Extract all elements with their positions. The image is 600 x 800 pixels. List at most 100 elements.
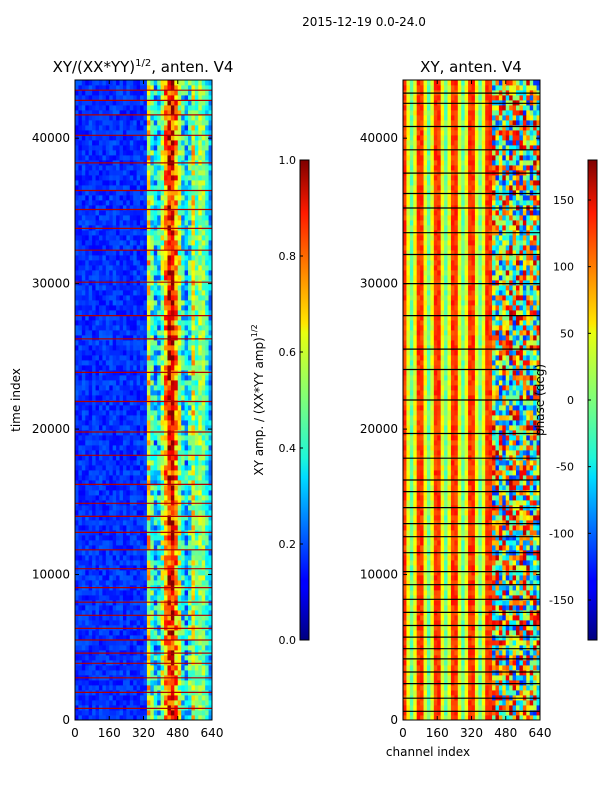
heatmap-cell [184,315,189,321]
heatmap-cell [177,310,182,316]
heatmap-cell [146,325,151,331]
heatmap-cell [122,335,127,341]
heatmap-cell [184,130,189,136]
heatmap-cell [170,515,175,521]
heatmap-cell [150,295,155,301]
heatmap-cell [160,205,165,211]
heatmap-cell [119,340,124,346]
heatmap-cell [194,385,199,391]
heatmap-cell [208,330,212,336]
heatmap-cell [160,375,165,381]
heatmap-cell [129,485,134,491]
heatmap-cell [174,235,179,241]
heatmap-cell [119,575,124,581]
heatmap-cell [170,180,175,186]
heatmap-cell [116,150,120,156]
heatmap-cell [136,125,141,131]
heatmap-cell [81,265,86,271]
heatmap-cell [208,495,212,501]
heatmap-cell [160,225,165,231]
heatmap-cell [112,610,117,616]
heatmap-cell [112,555,117,561]
heatmap-cell [85,610,90,616]
heatmap-cell [105,685,110,691]
heatmap-cell [201,255,206,261]
heatmap-cell [75,445,79,451]
heatmap-cell [150,205,155,211]
heatmap-cell [194,555,199,561]
heatmap-cell [136,605,141,611]
heatmap-cell [181,255,185,261]
heatmap-cell [181,605,185,611]
heatmap-cell [88,445,93,451]
heatmap-cell [122,565,127,571]
heatmap-cell [181,620,185,626]
heatmap-cell [201,575,206,581]
heatmap-cell [109,180,114,186]
heatmap-cell [98,620,103,626]
heatmap-cell [112,620,117,626]
heatmap-cell [177,705,182,711]
heatmap-cell [160,445,165,451]
heatmap-cell [122,305,127,311]
heatmap-cell [198,385,203,391]
heatmap-cell [102,145,107,151]
heatmap-cell [95,485,100,491]
heatmap-cell [78,540,83,546]
heatmap-cell [136,335,141,341]
heatmap-cell [208,470,212,476]
heatmap-cell [140,315,144,321]
heatmap-cell [146,705,151,711]
heatmap-cell [150,555,155,561]
heatmap-cell [160,590,165,596]
heatmap-cell [208,525,212,531]
heatmap-cell [174,685,179,691]
heatmap-cell [119,665,124,671]
heatmap-cell [153,455,158,461]
heatmap-cell [105,155,110,161]
heatmap-cell [95,475,100,481]
heatmap-cell [191,595,196,601]
heatmap-cell [160,440,165,446]
heatmap-cell [88,335,93,341]
heatmap-cell [167,590,172,596]
heatmap-cell [119,325,124,331]
heatmap-cell [105,195,110,201]
heatmap-cell [109,130,114,136]
heatmap-cell [146,485,151,491]
heatmap-cell [105,320,110,326]
heatmap-cell [205,285,209,291]
heatmap-cell [150,355,155,361]
heatmap-cell [85,340,90,346]
heatmap-cell [109,630,114,636]
heatmap-cell [122,385,127,391]
heatmap-cell [78,310,83,316]
heatmap-cell [143,430,148,436]
heatmap-cell [191,390,196,396]
heatmap-cell [174,125,179,131]
heatmap-cell [157,625,162,631]
heatmap-cell [170,135,175,141]
heatmap-cell [75,255,79,261]
heatmap-cell [119,330,124,336]
heatmap-cell [188,505,192,511]
heatmap-cell [143,405,148,411]
heatmap-cell [205,430,209,436]
heatmap-cell [95,445,100,451]
heatmap-cell [109,620,114,626]
heatmap-cell [198,355,203,361]
heatmap-cell [78,655,83,661]
heatmap-cell [160,510,165,516]
heatmap-cell [157,430,162,436]
heatmap-cell [167,380,172,386]
heatmap-cell [95,385,100,391]
heatmap-cell [119,470,124,476]
heatmap-cell [188,435,192,441]
heatmap-cell [78,150,83,156]
heatmap-cell [85,565,90,571]
heatmap-cell [92,380,96,386]
heatmap-cell [170,365,175,371]
heatmap-cell [160,610,165,616]
heatmap-cell [95,610,100,616]
heatmap-cell [150,535,155,541]
